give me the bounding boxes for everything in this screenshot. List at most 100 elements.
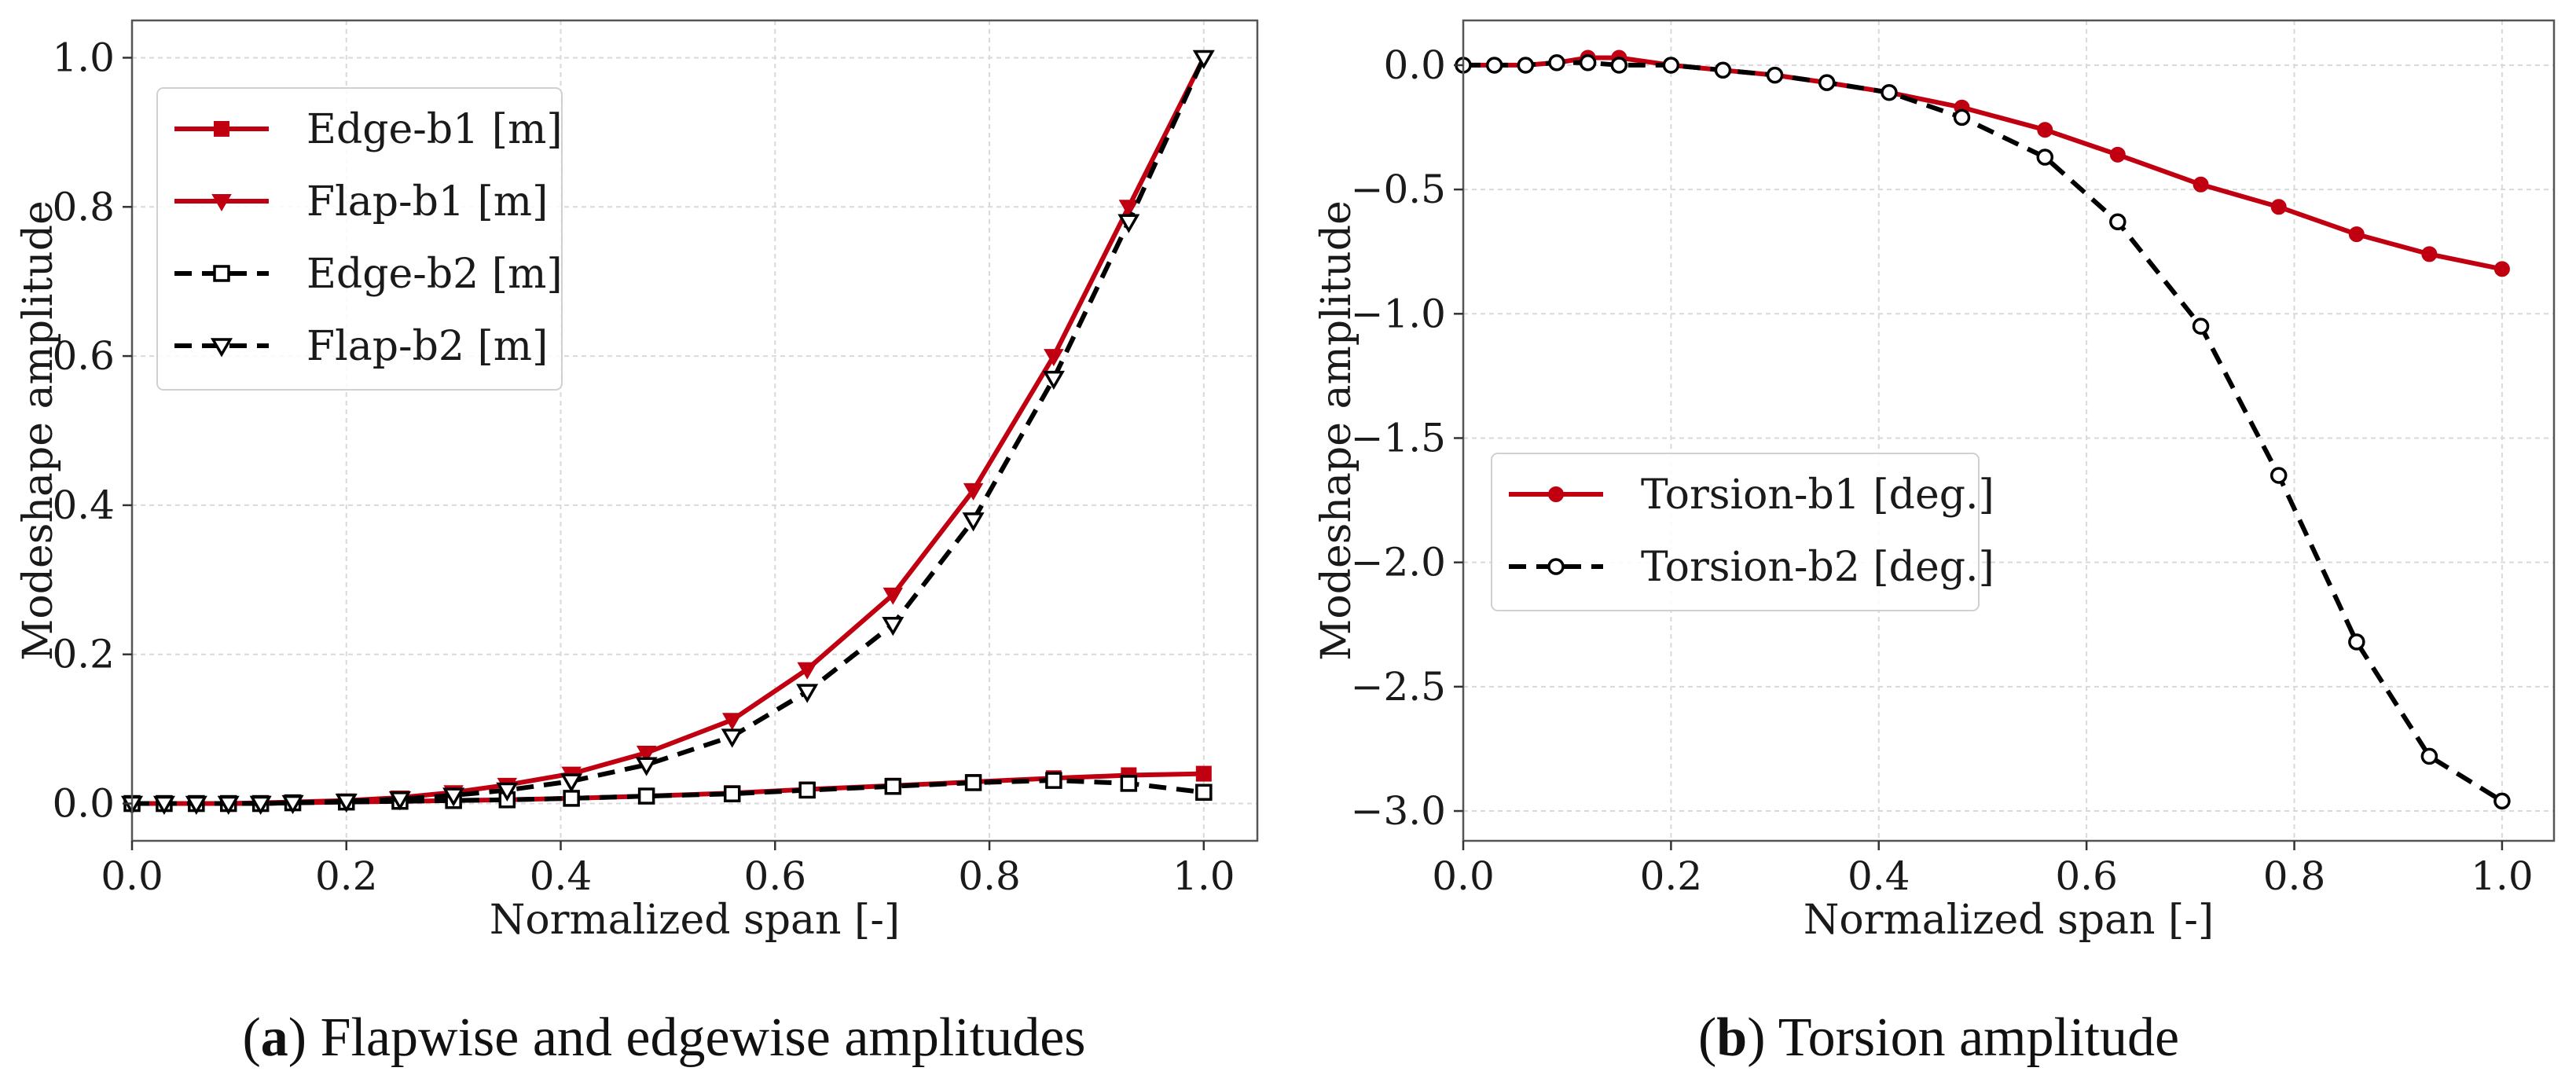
data-point [1195,765,1212,782]
legend-marker [211,194,232,211]
data-point [1044,349,1064,367]
data-point [1818,74,1836,91]
series-line-torsion-b1 [1463,55,2503,272]
legend-item: Torsion-b1 [deg.] [1509,471,1994,519]
x-tick-label: 0.2 [315,853,378,899]
y-tick-label: −3.0 [1351,788,1446,834]
data-point [249,795,272,816]
y-tick-label: −2.5 [1351,664,1446,710]
data-point [152,795,175,816]
data-point [723,785,741,802]
data-point [2036,149,2054,166]
y-tick-label: −0.5 [1351,167,1446,212]
caption-a: (a) Flapwise and edgewise amplitudes [242,1007,1085,1068]
data-point [2109,213,2126,231]
data-point [884,777,902,795]
data-point [1192,50,1215,69]
legend-marker [210,338,233,358]
y-tick-label: −2.0 [1351,540,1446,585]
data-point [2270,467,2288,484]
data-point [2193,176,2209,193]
x-axis-label: Normalized span [-] [1804,897,2214,944]
data-point [721,713,743,731]
data-point [964,774,982,791]
legend-label: Flap-b1 [m] [306,178,548,226]
data-point [2420,747,2438,765]
y-tick-label: 0.0 [1383,42,1446,88]
data-point [563,790,580,807]
x-tick-label: 0.4 [530,853,593,899]
data-point [721,728,743,748]
y-tick-label: 0.6 [52,333,115,379]
x-tick-label: 0.0 [1432,853,1495,899]
data-point [2348,226,2365,243]
legend: Edge-b1 [m] Flap-b1 [m] Edge-b2 [m] Flap-b2… [156,87,563,391]
data-point [882,617,905,637]
data-point [1195,783,1213,802]
x-tick-label: 0.8 [2263,853,2326,899]
data-point [1117,214,1140,233]
legend: Torsion-b1 [deg.] Torsion-b2 [deg.] [1491,453,1994,611]
legend-label: Edge-b1 [m] [306,106,563,153]
legend-item: Torsion-b2 [deg.] [1509,544,1994,591]
data-point [796,684,819,703]
series-line-torsion-b2 [1463,60,2504,803]
x-tick-label: 0.6 [2055,853,2118,899]
caption-a-text: Flapwise and edgewise amplitudes [306,1007,1085,1068]
y-tick-label: 1.0 [52,35,115,80]
legend-item: Edge-b2 [m] [174,251,563,298]
x-tick-label: 1.0 [1172,853,1235,899]
data-point [1548,54,1565,72]
data-point [962,512,985,532]
data-point [1485,57,1503,74]
caption-b-text: Torsion amplitude [1766,1007,2180,1068]
data-point [797,662,817,680]
y-axis-label: Modeshape amplitude [1313,200,1360,661]
data-point [2348,633,2365,651]
caption-a-letter: a [261,1007,288,1068]
y-tick-label: 0.0 [52,781,115,827]
y-tick-label: 0.2 [52,632,115,677]
legend-box [156,87,563,391]
legend-label: Torsion-b1 [deg.] [1641,471,1994,519]
x-tick-label: 1.0 [2471,853,2534,899]
data-point [1610,57,1628,74]
data-point [496,782,519,802]
data-point [1120,775,1138,792]
data-point [1662,57,1680,74]
legend-label: Edge-b2 [m] [306,251,563,298]
x-tick-label: 0.6 [744,853,807,899]
data-point [1045,772,1062,789]
data-point [2192,317,2210,335]
legend-item: Edge-b1 [m] [174,106,563,153]
data-point [388,791,411,811]
caption-b: (b) Torsion amplitude [1698,1007,2179,1068]
y-tick-label: 0.4 [52,482,115,528]
data-point [560,773,583,793]
legend-item: Flap-b1 [m] [174,178,548,226]
legend-label: Torsion-b2 [deg.] [1641,544,1994,591]
data-point [798,781,816,799]
data-point [1042,370,1065,391]
legend-item: Flap-b2 [m] [174,323,548,370]
y-tick-label: −1.5 [1351,415,1446,460]
legend-marker [1547,558,1565,575]
legend-marker [213,265,230,282]
x-tick-label: 0.2 [1640,853,1703,899]
data-point [637,787,655,805]
legend-label: Flap-b2 [m] [306,323,548,370]
data-point [1517,57,1535,74]
panel-b-chart: 0.0 0.2 0.4 0.6 0.8 1.0 0.0 −0.5 −1.0 −1.5 −2.0 −2.… [1313,19,2556,944]
y-tick-label: −1.0 [1351,291,1446,336]
data-point [2421,246,2438,262]
data-point [636,746,657,764]
data-point [2109,146,2126,163]
caption-b-letter: b [1716,1007,1747,1068]
data-point [217,795,240,816]
data-point [281,794,304,815]
y-axis-label: Modeshape amplitude [15,200,62,661]
data-point [1714,61,1732,79]
data-point [1766,66,1784,84]
data-point [883,587,904,605]
